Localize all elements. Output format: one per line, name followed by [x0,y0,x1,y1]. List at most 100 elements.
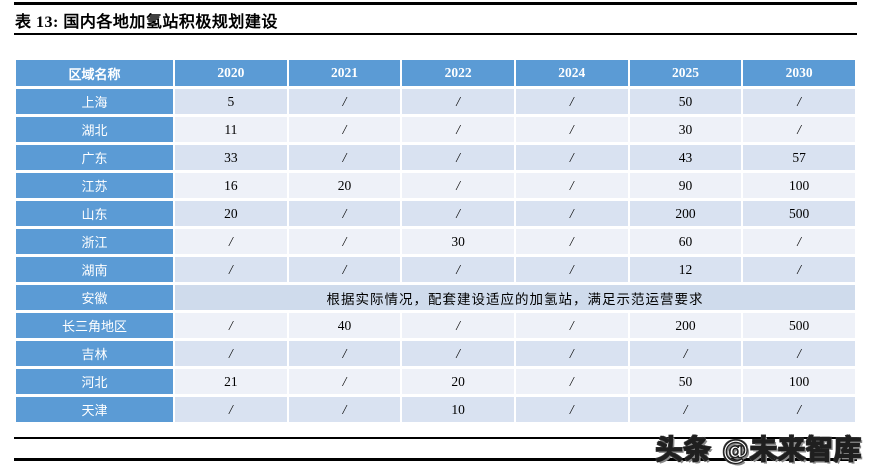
value-cell: 50 [629,369,742,394]
value-cell: 60 [629,229,742,254]
table-row: 长三角地区/40//200 500 [16,313,855,338]
value-cell: / [743,89,855,114]
value-cell: / [288,341,401,366]
region-name-cell: 安徽 [16,285,173,310]
value-cell: / [402,341,514,366]
table-body: 上海 5///50/湖北 11///30/广东 33///43 57 江苏 16 20//90… [16,89,855,422]
value-cell: / [288,89,401,114]
value-cell: 100 [743,173,855,198]
header-cell-year: 2024 [515,60,628,86]
value-cell: / [175,341,287,366]
value-cell: / [175,313,287,338]
value-cell: / [515,369,628,394]
region-name-cell: 江苏 [16,173,173,198]
value-cell: / [175,397,287,422]
table-row: 天津 //10// / [16,397,855,422]
value-cell: 30 [629,117,742,142]
table-caption: 表 13: 国内各地加氢站积极规划建设 [15,14,278,31]
value-cell: / [743,117,855,142]
value-cell: 16 [175,173,287,198]
value-cell: 20 [402,369,514,394]
value-cell: 200 [629,313,742,338]
header-row: 区域名称 2020 2021 2022 2024 2025 2030 [16,60,855,86]
table-row: 湖北 11///30/ [16,117,855,142]
table-row: 上海 5///50/ [16,89,855,114]
value-cell: 100 [743,369,855,394]
value-cell: / [402,201,514,226]
merged-note-cell: 根据实际情况，配套建设适应的加氢站，满足示范运营要求 [175,285,855,310]
value-cell: 33 [175,145,287,170]
value-cell: / [175,257,287,282]
value-cell: / [288,117,401,142]
value-cell: / [515,341,628,366]
table-row: 河北 21/20/50 100 [16,369,855,394]
value-cell: 12 [629,257,742,282]
caption-underline-rule [14,33,857,35]
value-cell: 30 [402,229,514,254]
value-cell: 50 [629,89,742,114]
value-cell: / [743,341,855,366]
value-cell: / [402,173,514,198]
value-cell: / [402,89,514,114]
value-cell: 20 [288,173,401,198]
value-cell: / [515,89,628,114]
value-cell: 11 [175,117,287,142]
header-cell-region: 区域名称 [16,60,173,86]
value-cell: / [515,257,628,282]
table-row: 山东 20///200 500 [16,201,855,226]
table-bottom-rule [14,437,857,439]
hydrogen-station-planning-table: 区域名称 2020 2021 2022 2024 2025 2030 上海 5///50/湖北… [14,57,857,425]
region-name-cell: 河北 [16,369,173,394]
value-cell: 10 [402,397,514,422]
table-row: 浙江 //30/60/ [16,229,855,254]
value-cell: 20 [175,201,287,226]
value-cell: / [288,145,401,170]
value-cell: / [515,145,628,170]
value-cell: / [515,397,628,422]
table-row: 吉林 / / / / / / [16,341,855,366]
value-cell: / [515,173,628,198]
value-cell: / [402,257,514,282]
value-cell: 43 [629,145,742,170]
value-cell: / [175,229,287,254]
header-cell-year: 2022 [402,60,514,86]
region-name-cell: 吉林 [16,341,173,366]
value-cell: 40 [288,313,401,338]
region-name-cell: 山东 [16,201,173,226]
value-cell: / [743,397,855,422]
header-cell-year: 2030 [743,60,855,86]
region-name-cell: 广东 [16,145,173,170]
value-cell: / [743,257,855,282]
value-cell: / [629,397,742,422]
value-cell: / [629,341,742,366]
value-cell: / [515,313,628,338]
value-cell: 57 [743,145,855,170]
table-row: 湖南 / / //12/ [16,257,855,282]
value-cell: / [402,313,514,338]
value-cell: 500 [743,201,855,226]
value-cell: / [515,201,628,226]
value-cell: / [515,229,628,254]
region-name-cell: 天津 [16,397,173,422]
value-cell: / [402,145,514,170]
region-name-cell: 浙江 [16,229,173,254]
value-cell: / [743,229,855,254]
value-cell: 90 [629,173,742,198]
value-cell: 200 [629,201,742,226]
header-cell-year: 2020 [175,60,287,86]
table-row: 广东 33///43 57 [16,145,855,170]
header-cell-year: 2021 [288,60,401,86]
value-cell: / [288,229,401,254]
value-cell: / [402,117,514,142]
page-bottom-rule [14,458,857,461]
value-cell: 500 [743,313,855,338]
value-cell: 5 [175,89,287,114]
value-cell: / [288,257,401,282]
value-cell: / [288,201,401,226]
value-cell: 21 [175,369,287,394]
region-name-cell: 湖北 [16,117,173,142]
table-row: 江苏 16 20//90 100 [16,173,855,198]
value-cell: / [515,117,628,142]
region-name-cell: 上海 [16,89,173,114]
region-name-cell: 长三角地区 [16,313,173,338]
